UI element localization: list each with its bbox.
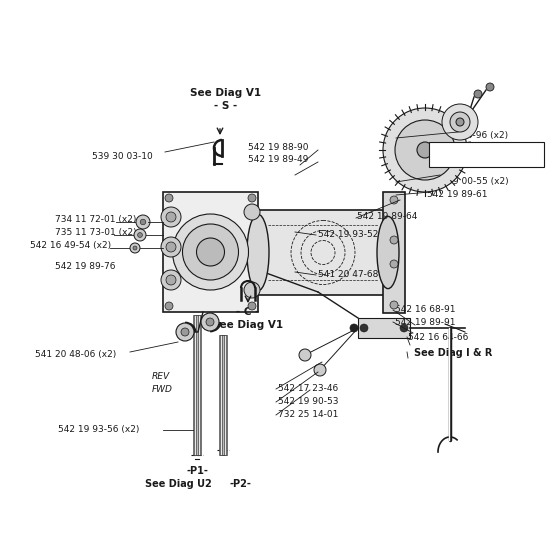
Text: 542 19 93-52: 542 19 93-52 [318, 230, 379, 239]
Ellipse shape [377, 216, 399, 288]
Bar [222, 335, 224, 455]
Circle shape [176, 323, 194, 341]
Text: See Diag V1: See Diag V1 [212, 320, 283, 330]
Circle shape [165, 302, 173, 310]
Text: See Diag V1: See Diag V1 [190, 88, 262, 98]
Circle shape [138, 232, 142, 237]
Bar [220, 335, 226, 455]
Text: See Diag U2: See Diag U2 [144, 479, 211, 489]
Circle shape [360, 324, 368, 332]
Circle shape [166, 242, 176, 252]
Circle shape [395, 120, 455, 180]
Circle shape [161, 270, 181, 290]
Text: 734 11 72-01 (x2): 734 11 72-01 (x2) [55, 215, 137, 224]
Circle shape [244, 204, 260, 220]
Text: 542 16 68-91: 542 16 68-91 [395, 305, 455, 314]
Bar [196, 315, 198, 455]
Circle shape [133, 246, 137, 250]
Text: 542 19 93-56 (x2): 542 19 93-56 (x2) [58, 425, 139, 434]
Text: 542 19 88-90: 542 19 88-90 [248, 143, 309, 152]
Circle shape [206, 318, 214, 326]
Circle shape [134, 229, 146, 241]
Bar [163, 192, 258, 312]
Circle shape [197, 238, 225, 266]
Circle shape [486, 83, 494, 91]
Circle shape [390, 196, 398, 204]
Text: 542 19 89-61: 542 19 89-61 [427, 190, 488, 199]
Text: - S -: - S - [214, 101, 237, 111]
Text: FWD: FWD [152, 385, 173, 394]
Circle shape [183, 224, 239, 280]
Circle shape [417, 142, 433, 158]
Circle shape [442, 104, 478, 140]
Circle shape [201, 313, 219, 331]
Circle shape [165, 194, 173, 202]
Text: 542 19 89-76: 542 19 89-76 [55, 262, 115, 271]
Circle shape [390, 236, 398, 244]
Circle shape [390, 260, 398, 268]
Bar [258, 210, 388, 295]
Bar [383, 192, 405, 313]
Circle shape [140, 219, 146, 225]
Circle shape [136, 215, 150, 229]
Circle shape [161, 207, 181, 227]
Circle shape [166, 212, 176, 222]
Circle shape [314, 364, 326, 376]
Circle shape [172, 214, 249, 290]
Circle shape [400, 324, 408, 332]
Text: 542 16 64-66: 542 16 64-66 [408, 333, 468, 342]
Circle shape [350, 324, 358, 332]
Text: -P1-: -P1- [186, 466, 208, 476]
Circle shape [248, 302, 256, 310]
Circle shape [161, 237, 181, 257]
Text: 541 20 48-06 (x2): 541 20 48-06 (x2) [35, 350, 116, 359]
Text: -P2-: -P2- [229, 479, 251, 489]
Circle shape [383, 108, 467, 192]
Text: Torque: 12 ft-lbs: Torque: 12 ft-lbs [431, 160, 504, 169]
Circle shape [244, 282, 260, 298]
Ellipse shape [247, 214, 269, 291]
Text: 735 11 73-01 (x2): 735 11 73-01 (x2) [55, 228, 137, 237]
Text: 542 16 49-54 (x2): 542 16 49-54 (x2) [30, 241, 111, 250]
Text: See Diag I & R: See Diag I & R [414, 348, 492, 358]
Text: REV: REV [152, 372, 170, 381]
Text: 539 30 03-10: 539 30 03-10 [92, 152, 153, 161]
Circle shape [166, 275, 176, 285]
Text: 542 19 89-91: 542 19 89-91 [395, 318, 455, 327]
Bar [429, 142, 544, 167]
Text: 542 19 89-49: 542 19 89-49 [248, 155, 309, 164]
Bar [193, 315, 201, 455]
Circle shape [130, 243, 140, 253]
Bar [194, 315, 200, 455]
Circle shape [456, 118, 464, 126]
Text: 539 99 00-55 (x2): 539 99 00-55 (x2) [427, 177, 508, 186]
Text: 542 19 89-64: 542 19 89-64 [357, 212, 417, 221]
Circle shape [390, 301, 398, 309]
Text: Apply Loctite 246: Apply Loctite 246 [431, 148, 510, 157]
Circle shape [474, 90, 482, 98]
Text: 542 19 90-53: 542 19 90-53 [278, 397, 338, 406]
Bar [219, 335, 227, 455]
Text: 732 25 14-01: 732 25 14-01 [278, 410, 338, 419]
Text: 541 20 47-68: 541 20 47-68 [318, 270, 379, 279]
Text: - C -: - C - [236, 307, 260, 317]
Circle shape [299, 349, 311, 361]
Circle shape [181, 328, 189, 336]
Text: 542 17 23-46: 542 17 23-46 [278, 384, 338, 393]
Circle shape [450, 112, 470, 132]
Text: 542 16 24-96 (x2): 542 16 24-96 (x2) [427, 131, 508, 140]
Bar [358, 318, 410, 338]
Circle shape [248, 194, 256, 202]
